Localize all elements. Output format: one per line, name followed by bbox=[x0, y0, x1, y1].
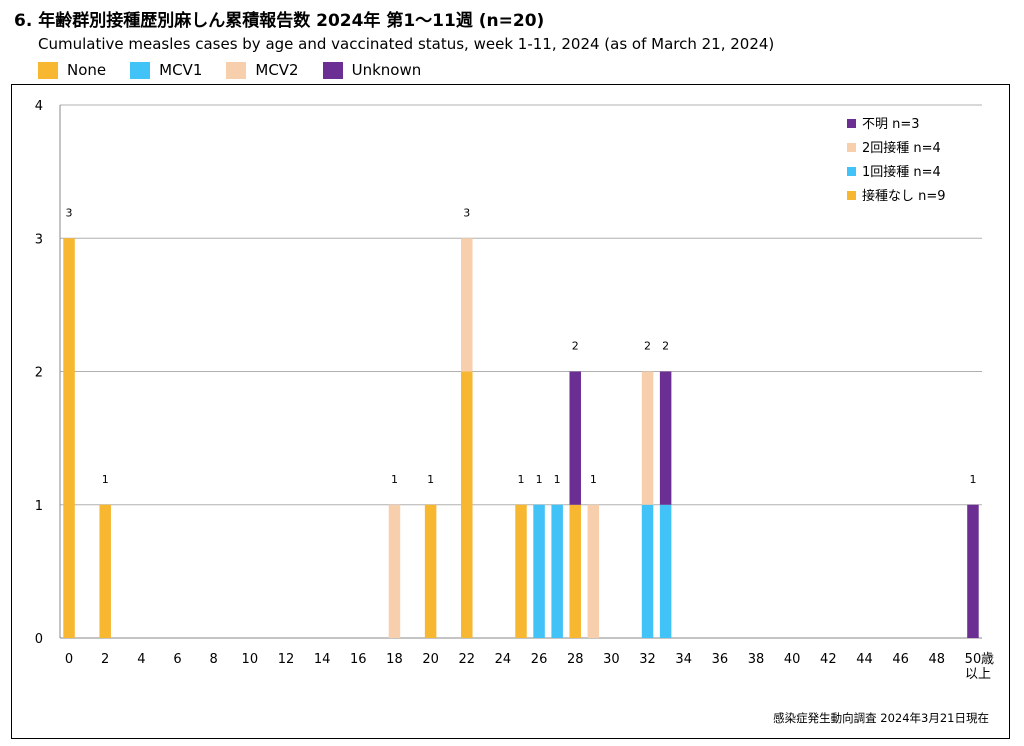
bar-segment bbox=[569, 371, 581, 505]
y-tick-label: 4 bbox=[35, 99, 43, 114]
x-tick-label: 50 bbox=[965, 652, 982, 667]
x-tick-label: 0 bbox=[65, 652, 73, 667]
legend-label-mcv1: MCV1 bbox=[159, 61, 203, 79]
legend-label: 接種なし n=9 bbox=[862, 188, 946, 204]
bar-segment bbox=[515, 504, 527, 638]
legend-item-unknown: Unknown bbox=[322, 61, 422, 79]
bar-segment bbox=[533, 504, 545, 638]
x-tick-label: 28 bbox=[567, 652, 584, 667]
total-label: 1 bbox=[391, 473, 398, 486]
legend-label-none: None bbox=[67, 61, 107, 79]
total-label: 2 bbox=[572, 340, 579, 353]
bar-segment bbox=[424, 504, 437, 638]
x-tick-label: 2 bbox=[101, 652, 109, 667]
x-axis-suffix: 歳 bbox=[981, 652, 994, 667]
total-label: 1 bbox=[969, 473, 976, 486]
x-tick-label: 6 bbox=[173, 652, 181, 667]
legend-swatch-mcv1 bbox=[130, 61, 151, 79]
x-tick-label: 26 bbox=[531, 652, 548, 667]
bar-segment bbox=[641, 504, 654, 638]
total-label: 2 bbox=[644, 340, 651, 353]
legend-swatch-mcv2 bbox=[226, 61, 247, 79]
bar-segment bbox=[967, 504, 979, 638]
x-tick-label: 4 bbox=[137, 652, 145, 667]
legend-swatch bbox=[847, 143, 856, 152]
legend-label: 不明 n=3 bbox=[862, 117, 920, 132]
x-tick-label: 36 bbox=[712, 652, 729, 667]
bar-segment bbox=[659, 371, 672, 505]
bar-segment bbox=[388, 504, 401, 638]
total-label: 1 bbox=[102, 473, 109, 486]
legend-label-unknown: Unknown bbox=[351, 61, 422, 79]
legend-swatch bbox=[847, 191, 856, 200]
x-tick-label: 14 bbox=[314, 652, 331, 667]
total-label: 1 bbox=[554, 473, 561, 486]
bar-segment bbox=[569, 504, 581, 638]
x-tick-label: 32 bbox=[639, 652, 656, 667]
top-legend: None MCV1 MCV2 Unknown bbox=[38, 60, 445, 80]
x-tick-label: 38 bbox=[748, 652, 765, 667]
legend-swatch bbox=[847, 167, 856, 176]
legend-item-none: None bbox=[38, 61, 106, 79]
x-tick-label: 18 bbox=[386, 652, 403, 667]
legend-swatch-unknown bbox=[322, 61, 343, 79]
bar-segment bbox=[587, 504, 600, 638]
x-tick-label: 16 bbox=[350, 652, 367, 667]
total-label: 1 bbox=[590, 473, 597, 486]
chart-title: 6. 年齢群別接種歴別麻しん累積報告数 2024年 第1～11週 (n=20) bbox=[14, 11, 545, 31]
bar-segment bbox=[63, 238, 75, 638]
x-tick-label: 34 bbox=[675, 652, 692, 667]
x-tick-label: 8 bbox=[210, 652, 218, 667]
bar-segment bbox=[551, 504, 563, 638]
total-label: 1 bbox=[536, 473, 543, 486]
bar-segment bbox=[461, 371, 473, 638]
source-note: 感染症発生動向調査 2024年3月21日現在 bbox=[773, 711, 989, 725]
y-tick-label: 1 bbox=[35, 499, 43, 514]
x-tick-label: 22 bbox=[458, 652, 475, 667]
legend-item-mcv1: MCV1 bbox=[130, 61, 202, 79]
total-label: 1 bbox=[518, 473, 525, 486]
x-tick-label: 48 bbox=[929, 652, 946, 667]
legend-label: 1回接種 n=4 bbox=[862, 164, 941, 180]
total-label: 1 bbox=[427, 473, 434, 486]
x-tick-label: 12 bbox=[278, 652, 295, 667]
legend-item-mcv2: MCV2 bbox=[226, 61, 299, 79]
bar-segment bbox=[659, 504, 672, 638]
bar-segment bbox=[461, 238, 473, 372]
x-tick-label: 10 bbox=[242, 652, 259, 667]
x-tick-label: 46 bbox=[892, 652, 909, 667]
x-tick-label: 20 bbox=[422, 652, 439, 667]
chart-frame: 0 1 2 3 4 0 2 4 6 8 10 12 14 16 18 20 22 24 26 28 30 32 34 36 38… bbox=[11, 84, 1010, 739]
x-tick-label: 40 bbox=[784, 652, 801, 667]
legend-swatch bbox=[847, 119, 856, 128]
y-tick-label: 0 bbox=[35, 632, 43, 647]
x-tick-label: 24 bbox=[495, 652, 512, 667]
total-label: 3 bbox=[66, 206, 73, 219]
bar-segment bbox=[99, 504, 111, 638]
x-tick-label: 30 bbox=[603, 652, 620, 667]
bar-segment bbox=[641, 371, 654, 505]
chart-subtitle: Cumulative measles cases by age and vacc… bbox=[38, 35, 775, 53]
x-tick-label: 42 bbox=[820, 652, 837, 667]
total-label: 3 bbox=[463, 206, 470, 219]
y-tick-label: 2 bbox=[35, 366, 43, 381]
legend-label-mcv2: MCV2 bbox=[255, 61, 299, 79]
total-label: 2 bbox=[662, 340, 669, 353]
legend-swatch-none bbox=[38, 61, 58, 79]
legend-label: 2回接種 n=4 bbox=[862, 140, 941, 156]
x-tick-label: 44 bbox=[856, 652, 873, 667]
y-tick-label: 3 bbox=[35, 232, 43, 247]
x-axis-suffix-2: 以上 bbox=[965, 667, 991, 682]
